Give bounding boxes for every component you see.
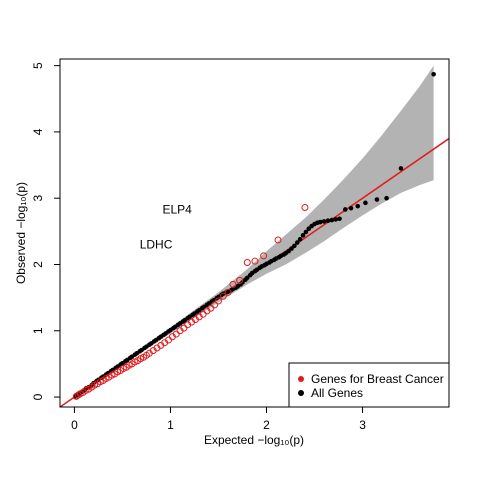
point-all-genes [348,205,354,211]
point-all-genes [317,219,323,225]
confidence-band [74,65,434,398]
legend-box [288,362,450,408]
point-breast-cancer-genes [260,252,268,260]
point-all-genes [325,218,331,224]
y-tick-label: 0 [31,393,45,400]
points-layer [72,71,436,400]
annotation-label: ELP4 [163,202,193,216]
point-all-genes [321,219,327,224]
point-all-genes [398,166,404,171]
point-all-genes [329,217,335,223]
x-tick-label: 2 [263,418,270,432]
point-all-genes [355,203,361,209]
point-breast-cancer-genes [214,297,222,305]
annotation-layer: ELP4 LDHC [140,202,192,251]
point-breast-cancer-genes [211,301,219,309]
point-breast-cancer-genes [229,280,237,288]
legend-label: All Genes [311,386,363,400]
point-breast-cancer-genes [243,258,251,266]
axis-layer: 0 1 2 3 0 1 2 3 4 5 [31,62,366,432]
legend-label: Genes for Breast Cancer [311,372,444,386]
point-all-genes [337,216,342,222]
legend-marker [298,376,304,382]
point-all-genes [342,207,348,212]
annotation-label: LDHC [140,238,173,252]
point-all-genes [374,197,380,202]
point-breast-cancer-genes [236,276,244,284]
x-tick-label: 1 [167,418,174,432]
point-all-genes [431,71,436,77]
x-tick-label: 3 [359,418,366,432]
y-tick-label: 1 [31,327,45,334]
point-breast-cancer-genes [274,236,282,244]
plot-frame [59,58,450,408]
y-axis-label: Observed −log₁₀(p) [14,182,28,284]
point-breast-cancer-genes [224,288,232,296]
point-breast-cancer-genes [219,292,227,300]
point-all-genes [363,200,368,206]
point-all-genes [384,195,389,201]
y-tick-label: 5 [31,62,45,69]
point-breast-cancer-genes [251,257,259,265]
y-tick-label: 3 [31,195,45,202]
confidence-band-layer [74,65,434,398]
point-all-genes [297,236,303,242]
point-all-genes [294,240,300,245]
x-tick-label: 0 [71,418,78,432]
point-all-genes [333,217,338,222]
x-axis-label: Expected −log₁₀(p) [204,433,304,447]
legend-marker [298,390,304,396]
point-all-genes [303,229,309,235]
point-breast-cancer-genes [301,203,309,211]
point-all-genes [300,233,306,238]
y-tick-label: 4 [31,128,45,135]
y-tick-label: 2 [31,261,45,268]
point-all-genes [292,243,297,249]
